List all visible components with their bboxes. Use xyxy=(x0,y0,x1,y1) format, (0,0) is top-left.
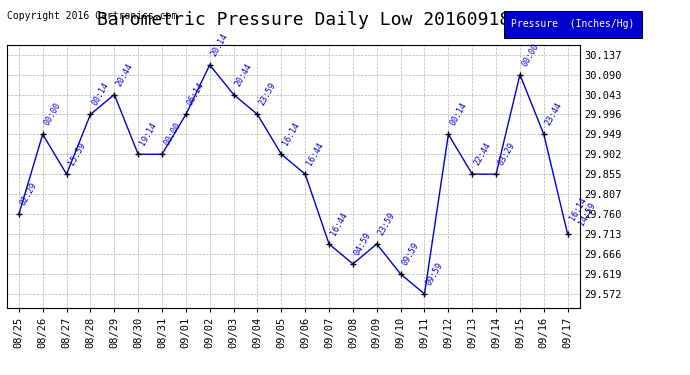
Text: 02:29: 02:29 xyxy=(19,181,39,207)
Text: Pressure  (Inches/Hg): Pressure (Inches/Hg) xyxy=(511,20,634,29)
Text: 06:14: 06:14 xyxy=(186,81,206,108)
Text: 20:44: 20:44 xyxy=(234,62,254,88)
Text: 09:59: 09:59 xyxy=(424,261,445,287)
Text: 19:14: 19:14 xyxy=(138,121,159,147)
Text: 00:00: 00:00 xyxy=(520,42,540,68)
Text: 15:59: 15:59 xyxy=(66,141,87,167)
Text: 16:14: 16:14 xyxy=(282,121,302,147)
Text: 23:44: 23:44 xyxy=(544,101,564,128)
Text: 16:14
14:59: 16:14 14:59 xyxy=(568,196,597,227)
Text: 20:14: 20:14 xyxy=(210,32,230,58)
Text: 20:44: 20:44 xyxy=(115,62,135,88)
Text: 00:00: 00:00 xyxy=(43,101,63,128)
Text: 00:14: 00:14 xyxy=(448,101,469,128)
Text: 09:59: 09:59 xyxy=(401,241,421,267)
Text: Copyright 2016 Cartronics.com: Copyright 2016 Cartronics.com xyxy=(7,11,177,21)
Text: 16:44: 16:44 xyxy=(329,211,349,237)
Text: 03:29: 03:29 xyxy=(496,141,516,167)
Text: 04:59: 04:59 xyxy=(353,231,373,257)
Text: 23:59: 23:59 xyxy=(377,211,397,237)
Text: 22:44: 22:44 xyxy=(472,141,493,167)
Text: 23:59: 23:59 xyxy=(257,81,278,108)
Text: 16:44: 16:44 xyxy=(305,141,326,167)
Text: Barometric Pressure Daily Low 20160918: Barometric Pressure Daily Low 20160918 xyxy=(97,11,510,29)
Text: 00:14: 00:14 xyxy=(90,81,110,108)
Text: 00:00: 00:00 xyxy=(162,121,182,147)
